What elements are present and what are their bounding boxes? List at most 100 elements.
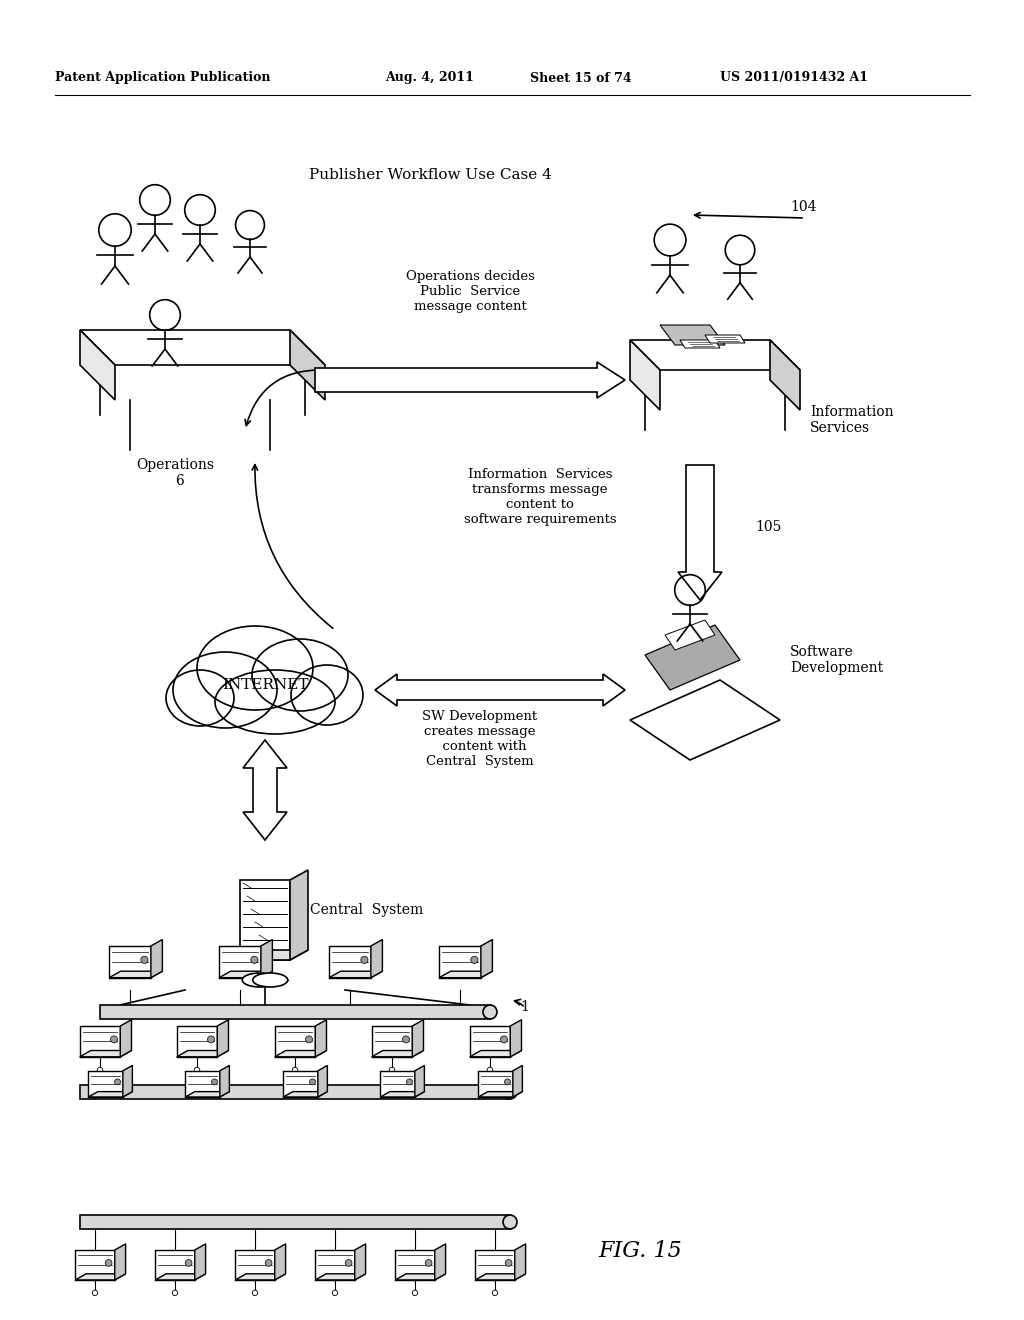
Polygon shape: [315, 362, 625, 399]
Circle shape: [92, 1290, 97, 1295]
Polygon shape: [284, 1092, 328, 1097]
Polygon shape: [274, 1051, 327, 1057]
Polygon shape: [185, 1071, 220, 1097]
Text: 104: 104: [790, 201, 816, 214]
Polygon shape: [261, 940, 272, 978]
Circle shape: [105, 1259, 112, 1266]
Polygon shape: [80, 330, 325, 366]
Text: Information  Services
transforms message
content to
software requirements: Information Services transforms message …: [464, 469, 616, 525]
Polygon shape: [510, 1020, 521, 1057]
Polygon shape: [274, 1243, 286, 1280]
Circle shape: [483, 1005, 497, 1019]
Circle shape: [251, 956, 258, 964]
Text: Operations: Operations: [136, 458, 214, 473]
Polygon shape: [236, 1250, 274, 1280]
Circle shape: [252, 1290, 258, 1295]
Polygon shape: [680, 341, 720, 348]
Circle shape: [413, 1290, 418, 1295]
Polygon shape: [630, 341, 800, 370]
Circle shape: [493, 1290, 498, 1295]
Polygon shape: [372, 1051, 424, 1057]
Polygon shape: [123, 1065, 132, 1097]
Circle shape: [172, 1290, 178, 1295]
Polygon shape: [76, 1274, 126, 1280]
Polygon shape: [380, 1092, 424, 1097]
Polygon shape: [375, 675, 625, 706]
Polygon shape: [329, 946, 371, 978]
Text: SW Development
creates message
  content with
Central  System: SW Development creates message content w…: [423, 710, 538, 768]
Polygon shape: [240, 950, 308, 960]
Polygon shape: [439, 946, 481, 978]
Polygon shape: [478, 1071, 513, 1097]
Circle shape: [345, 1259, 352, 1266]
Text: Publisher Workflow Use Case 4: Publisher Workflow Use Case 4: [308, 168, 552, 182]
Polygon shape: [470, 1051, 521, 1057]
Circle shape: [501, 1036, 508, 1043]
Polygon shape: [290, 870, 308, 960]
Text: 103: 103: [340, 370, 367, 383]
Ellipse shape: [173, 652, 278, 729]
Polygon shape: [151, 940, 163, 978]
Circle shape: [389, 1068, 395, 1073]
Polygon shape: [630, 680, 780, 760]
Polygon shape: [660, 325, 725, 345]
Polygon shape: [475, 1274, 525, 1280]
Polygon shape: [290, 330, 325, 400]
Polygon shape: [88, 1092, 132, 1097]
Circle shape: [505, 1259, 512, 1266]
Polygon shape: [80, 1051, 131, 1057]
Circle shape: [115, 1078, 121, 1085]
Polygon shape: [354, 1243, 366, 1280]
Polygon shape: [156, 1250, 195, 1280]
Text: Patent Application Publication: Patent Application Publication: [55, 71, 270, 84]
Circle shape: [505, 1078, 511, 1085]
Circle shape: [305, 1036, 312, 1043]
Polygon shape: [220, 1065, 229, 1097]
Circle shape: [292, 1068, 298, 1073]
Polygon shape: [678, 465, 722, 601]
Text: Software
Development: Software Development: [790, 645, 883, 675]
Ellipse shape: [215, 671, 335, 734]
Circle shape: [425, 1259, 432, 1266]
Circle shape: [212, 1078, 217, 1085]
Bar: [100, 1005, 490, 1019]
Text: 1: 1: [520, 1001, 528, 1014]
Polygon shape: [80, 330, 115, 400]
Bar: [80, 1085, 510, 1100]
Circle shape: [141, 956, 148, 964]
Polygon shape: [665, 620, 715, 649]
Polygon shape: [630, 341, 660, 411]
Polygon shape: [243, 741, 287, 840]
Circle shape: [97, 1068, 102, 1073]
Polygon shape: [329, 972, 382, 978]
Polygon shape: [120, 1020, 131, 1057]
Polygon shape: [315, 1020, 327, 1057]
Circle shape: [111, 1036, 118, 1043]
Text: Information
Services: Information Services: [810, 405, 894, 436]
Polygon shape: [413, 1020, 424, 1057]
Polygon shape: [371, 940, 382, 978]
Text: FIG. 15: FIG. 15: [598, 1239, 682, 1262]
Polygon shape: [240, 880, 290, 960]
Polygon shape: [88, 1071, 123, 1097]
Polygon shape: [185, 1092, 229, 1097]
Polygon shape: [195, 1243, 206, 1280]
Polygon shape: [177, 1051, 228, 1057]
Circle shape: [265, 1259, 272, 1266]
Polygon shape: [219, 946, 261, 978]
Polygon shape: [315, 1274, 366, 1280]
Polygon shape: [470, 1026, 510, 1057]
Polygon shape: [515, 1243, 525, 1280]
Polygon shape: [705, 335, 745, 343]
Polygon shape: [217, 1020, 228, 1057]
Polygon shape: [439, 972, 493, 978]
Text: Sheet 15 of 74: Sheet 15 of 74: [530, 71, 632, 84]
Circle shape: [503, 1214, 517, 1229]
Ellipse shape: [197, 626, 313, 710]
Text: INTERNET: INTERNET: [222, 678, 308, 692]
Ellipse shape: [291, 665, 362, 725]
Polygon shape: [475, 1250, 515, 1280]
Polygon shape: [481, 940, 493, 978]
Circle shape: [208, 1036, 214, 1043]
Polygon shape: [115, 1243, 126, 1280]
